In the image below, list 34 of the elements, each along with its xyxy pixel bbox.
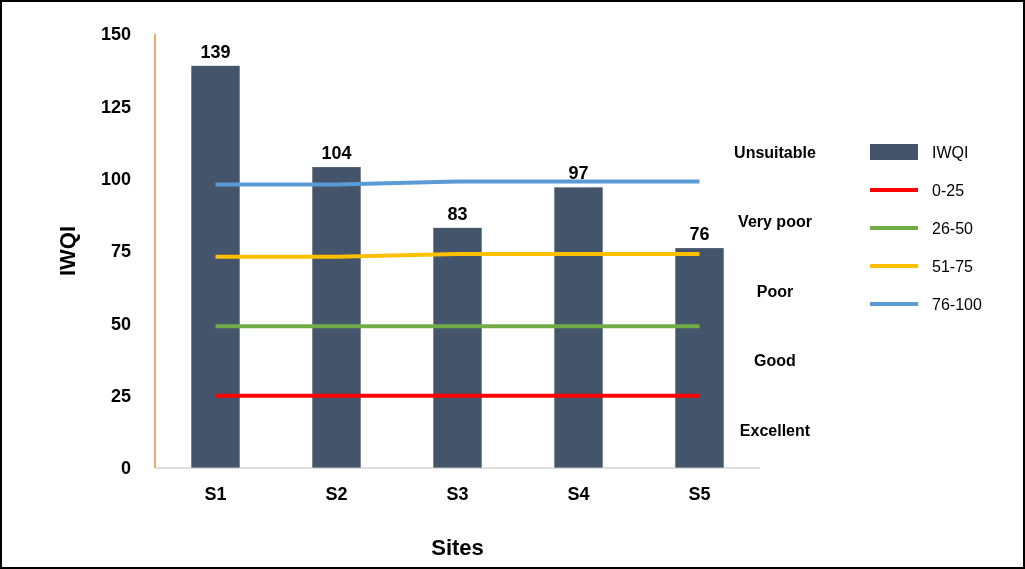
y-tick-label: 75 (110, 241, 131, 262)
x-tick-label: S1 (204, 484, 227, 504)
data-label: 76 (689, 224, 710, 245)
x-tick-label: S4 (567, 484, 590, 504)
legend-label: IWQI (932, 143, 969, 161)
legend-label: 76-100 (932, 295, 982, 313)
x-axis-title: Sites (431, 535, 484, 560)
legend-label: 51-75 (932, 257, 974, 275)
data-label: 97 (568, 163, 589, 184)
data-label: 83 (447, 203, 468, 224)
bar (312, 167, 361, 468)
annotation: Poor (756, 282, 794, 300)
annotation: Excellent (739, 421, 811, 439)
annotation: Unsuitable (734, 143, 816, 161)
y-tick-label: 0 (120, 458, 131, 479)
y-tick-label: 125 (100, 96, 131, 117)
bar (433, 227, 482, 468)
y-tick-label: 25 (110, 385, 131, 406)
legend-label: 0-25 (932, 181, 965, 199)
y-tick-label: 150 (100, 24, 131, 45)
y-axis-title: IWQI (55, 225, 80, 277)
bar (554, 187, 603, 468)
annotation: Very poor (738, 213, 812, 231)
bar (675, 248, 724, 468)
y-tick-label: 50 (110, 313, 131, 334)
data-label: 139 (200, 41, 231, 62)
data-label: 104 (321, 143, 352, 164)
bar (191, 65, 240, 468)
x-tick-label: S2 (325, 484, 348, 504)
annotation: Good (754, 352, 796, 370)
legend-label: 26-50 (932, 219, 974, 237)
y-tick-label: 100 (100, 168, 131, 189)
x-tick-label: S5 (688, 484, 711, 504)
x-tick-label: S3 (446, 484, 469, 504)
